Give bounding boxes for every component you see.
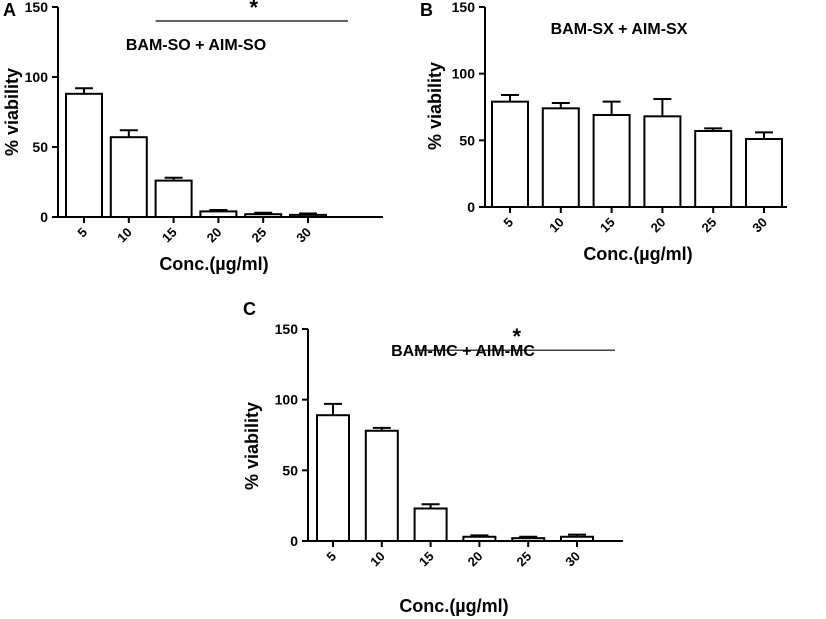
x-tick-label: 25	[248, 225, 269, 246]
panel-c-axes	[307, 329, 623, 542]
panel-c-x-axis-label: Conc.(µg/ml)	[399, 596, 508, 616]
x-tick-label: 15	[597, 215, 618, 236]
x-tick-label: 25	[513, 549, 534, 570]
panel-c-letter: C	[243, 299, 256, 319]
x-tick-label: 20	[465, 549, 486, 570]
panel-a-letter: A	[3, 0, 16, 20]
bar	[65, 92, 103, 218]
y-tick-label: 100	[25, 69, 49, 85]
bar	[511, 537, 546, 543]
y-tick-label: 0	[40, 209, 48, 225]
y-tick-label: 0	[290, 533, 298, 549]
panel-a-bars: *	[65, 0, 348, 219]
x-tick-label: 15	[416, 549, 437, 570]
x-tick-label: 30	[562, 549, 583, 570]
panel-c: C BAM-MC + AIM-MC % viability Conc.(µg/m…	[242, 299, 623, 616]
bar	[462, 535, 497, 543]
y-tick-label: 100	[452, 66, 476, 82]
panel-b-axes	[484, 7, 787, 208]
panel-b-title: BAM-SX + AIM-SX	[551, 21, 688, 38]
x-tick-label: 15	[159, 225, 180, 246]
panel-b-y-axis-label: % viability	[425, 62, 445, 150]
y-tick-label: 0	[467, 199, 475, 215]
panel-a-y-axis-label: % viability	[2, 68, 22, 156]
bar	[364, 429, 399, 543]
bar	[592, 114, 631, 208]
x-tick-label: 5	[74, 225, 90, 241]
panel-c-y-axis-label: % viability	[242, 402, 262, 490]
panel-a-x-axis-label: Conc.(µg/ml)	[159, 254, 268, 274]
y-tick-label: 150	[275, 321, 299, 337]
x-tick-label: 5	[323, 549, 339, 565]
bar	[316, 414, 350, 543]
bar	[154, 179, 193, 219]
y-tick-label: 50	[282, 462, 298, 478]
bar	[560, 535, 594, 543]
x-tick-label: 25	[698, 215, 719, 236]
bar	[541, 107, 580, 208]
significance-asterisk: *	[250, 0, 259, 20]
x-tick-label: 10	[114, 225, 135, 246]
panel-a: A BAM-SO + AIM-SO % viability Conc.(µg/m…	[2, 0, 383, 274]
y-tick-label: 50	[459, 132, 475, 148]
x-tick-label: 10	[367, 549, 388, 570]
bar	[289, 213, 327, 218]
bar	[109, 136, 148, 218]
y-tick-label: 150	[25, 0, 49, 15]
y-tick-label: 150	[452, 0, 476, 15]
panel-b-bars	[491, 94, 783, 208]
bar	[199, 210, 238, 218]
x-tick-label: 20	[648, 215, 669, 236]
x-tick-label: 5	[500, 215, 516, 231]
bar	[694, 130, 733, 208]
bar	[413, 507, 448, 543]
significance-asterisk: *	[513, 324, 522, 349]
panel-a-title: BAM-SO + AIM-SO	[126, 37, 266, 54]
x-tick-label: 10	[546, 215, 567, 236]
panel-b: B BAM-SX + AIM-SX % viability Conc.(µg/m…	[420, 0, 787, 264]
panel-c-title: BAM-MC + AIM-MC	[391, 343, 535, 360]
panel-b-letter: B	[420, 0, 433, 20]
bar	[745, 138, 783, 208]
y-tick-label: 100	[275, 392, 299, 408]
bar	[244, 213, 283, 218]
x-tick-label: 30	[749, 215, 770, 236]
panel-b-x-axis-label: Conc.(µg/ml)	[583, 244, 692, 264]
bar	[643, 115, 682, 208]
y-tick-label: 50	[32, 139, 48, 155]
x-tick-label: 20	[204, 225, 225, 246]
bar	[491, 100, 529, 208]
x-tick-label: 30	[293, 225, 314, 246]
